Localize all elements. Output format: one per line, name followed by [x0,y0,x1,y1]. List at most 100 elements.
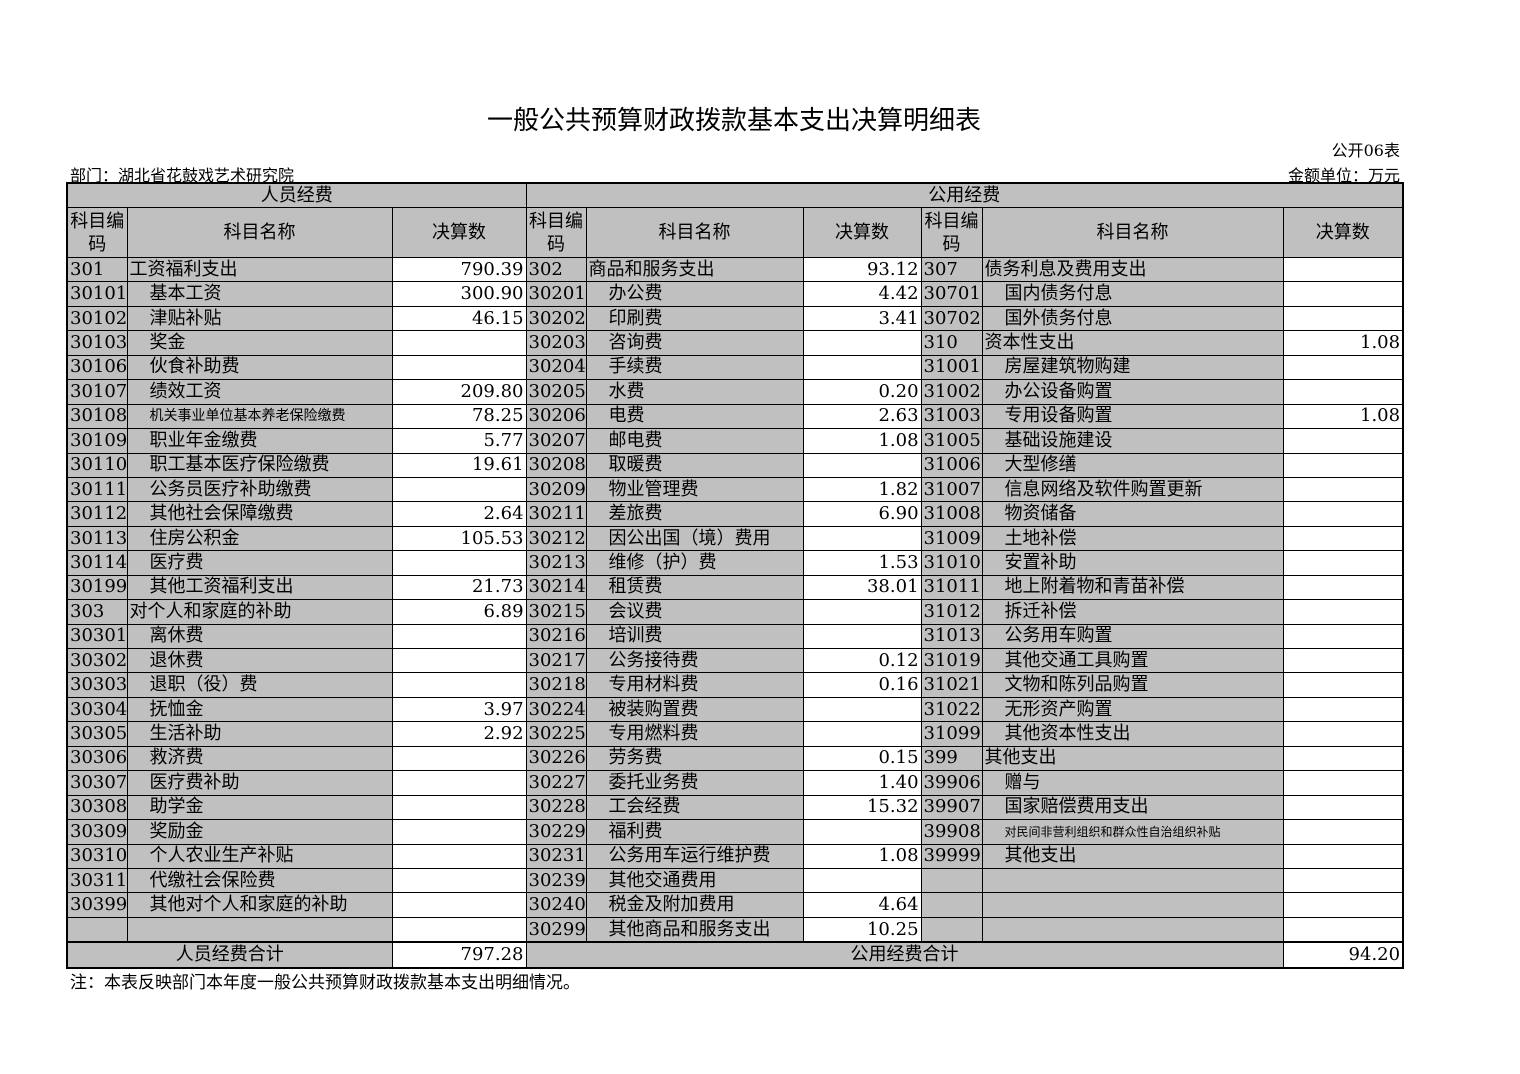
cell-name: 其他交通工具购置 [981,647,1284,674]
cell-code: 31008 [920,501,983,527]
cell-name: 个人农业生产补贴 [126,843,393,869]
cell-code: 31099 [920,721,983,747]
cell-code: 30211 [525,501,587,527]
cell-value [802,867,922,894]
cell-value [391,330,527,356]
cell-code: 31005 [920,428,983,454]
form-number: 公开06表 [1331,141,1400,160]
cell-code: 301 [66,256,128,283]
table-row: 30303 退职（役）费 30218 专用材料费 0.16 31021 文物和陈列品购置 [66,672,1404,698]
cell-name: 租赁费 [585,574,804,601]
cell-value: 19.61 [391,452,527,478]
cell-code: 39907 [920,794,983,821]
cell-name: 其他工资福利支出 [126,574,393,601]
cell-name: 专用燃料费 [585,721,804,747]
table-row: 303 对个人和家庭的补助 6.89 30215 会议费 31012 拆迁补偿 [66,599,1404,625]
cell-name: 奖金 [126,330,393,356]
column-header-name: 科目名称 [126,207,393,258]
public-group-header: 公用经费 [525,182,1404,208]
cell-name: 救济费 [126,745,393,772]
cell-name: 其他支出 [981,745,1284,772]
cell-value [1282,819,1404,845]
cell-code: 30209 [525,476,587,503]
cell-code: 30213 [525,550,587,576]
cell-code: 30206 [525,403,587,430]
cell-code: 39999 [920,843,983,869]
cell-name: 职工基本医疗保险缴费 [126,452,393,478]
cell-name: 工会经费 [585,794,804,821]
department-label: 部门：湖北省花鼓戏艺术研究院 [70,166,295,185]
table-row: 30308 助学金 30228 工会经费 15.32 39907 国家赔偿费用支出 [66,794,1404,821]
table-row: 30299 其他商品和服务支出 10.25 [66,916,1404,943]
cell-code: 30216 [525,623,587,650]
table-row: 30302 退休费 30217 公务接待费 0.12 31019 其他交通工具购置 [66,647,1404,674]
public-total-label: 公用经费合计 [525,941,1284,969]
cell-name: 物资储备 [981,501,1284,527]
cell-value [802,525,922,552]
cell-name: 无形资产购置 [981,696,1284,723]
cell-code: 30111 [66,476,128,503]
cell-code: 30112 [66,501,128,527]
cell-name: 工资福利支出 [126,256,393,283]
cell-value [1282,452,1404,478]
cell-name: 安置补助 [981,550,1284,576]
cell-code: 30227 [525,770,587,796]
cell-name: 津贴补贴 [126,305,393,332]
cell-name [981,916,1284,943]
cell-name: 资本性支出 [981,330,1284,356]
cell-name: 委托业务费 [585,770,804,796]
cell-code: 30102 [66,305,128,332]
cell-name: 对民间非营利组织和群众性自治组织补贴 [981,819,1284,845]
cell-value: 1.08 [802,428,922,454]
cell-name: 助学金 [126,794,393,821]
table-row: 30103 奖金 30203 咨询费 310 资本性支出 1.08 [66,330,1404,356]
cell-value [1282,476,1404,503]
cell-value [1282,867,1404,894]
cell-value [802,599,922,625]
cell-value [1282,379,1404,405]
column-header-amount: 决算数 [1282,207,1404,258]
cell-code: 30202 [525,305,587,332]
cell-code: 31010 [920,550,983,576]
cell-value: 790.39 [391,256,527,283]
cell-value [1282,550,1404,576]
cell-code: 30212 [525,525,587,552]
cell-value [1282,721,1404,747]
cell-code: 30307 [66,770,128,796]
table-row: 30112 其他社会保障缴费 2.64 30211 差旅费 6.90 31008 物资储备 [66,501,1404,527]
cell-value [1282,256,1404,283]
column-header-name: 科目名称 [981,207,1284,258]
cell-code: 30301 [66,623,128,650]
cell-value [802,819,922,845]
cell-code: 30701 [920,281,983,307]
cell-code [920,892,983,918]
cell-code: 39908 [920,819,983,845]
cell-value [391,745,527,772]
cell-name [126,916,393,943]
cell-code: 30218 [525,672,587,698]
cell-code: 30231 [525,843,587,869]
cell-value: 4.64 [802,892,922,918]
cell-code: 30309 [66,819,128,845]
cell-name: 维修（护）费 [585,550,804,576]
cell-name: 取暖费 [585,452,804,478]
cell-name [981,867,1284,894]
cell-code: 30311 [66,867,128,894]
cell-name: 机关事业单位基本养老保险缴费 [126,403,393,430]
cell-name: 基本工资 [126,281,393,307]
cell-code: 30199 [66,574,128,601]
cell-code: 30303 [66,672,128,698]
cell-value [391,819,527,845]
cell-value: 6.89 [391,599,527,625]
personnel-group-header: 人员经费 [66,182,527,208]
cell-code: 30101 [66,281,128,307]
cell-code: 31022 [920,696,983,723]
cell-code [920,867,983,894]
table-row: 30102 津贴补贴 46.15 30202 印刷费 3.41 30702 国外债务付息 [66,305,1404,332]
amount-unit-label: 金额单位：万元 [1287,166,1400,185]
table-row: 30107 绩效工资 209.80 30205 水费 0.20 31002 办公设备购置 [66,379,1404,405]
table-row: 30305 生活补助 2.92 30225 专用燃料费 31099 其他资本性支出 [66,721,1404,747]
cell-code: 30108 [66,403,128,430]
cell-value [802,696,922,723]
column-header-row: 科目编码 科目名称 决算数 科目编码 科目名称 决算数 科目编码 科目名称 决算… [66,207,1404,258]
